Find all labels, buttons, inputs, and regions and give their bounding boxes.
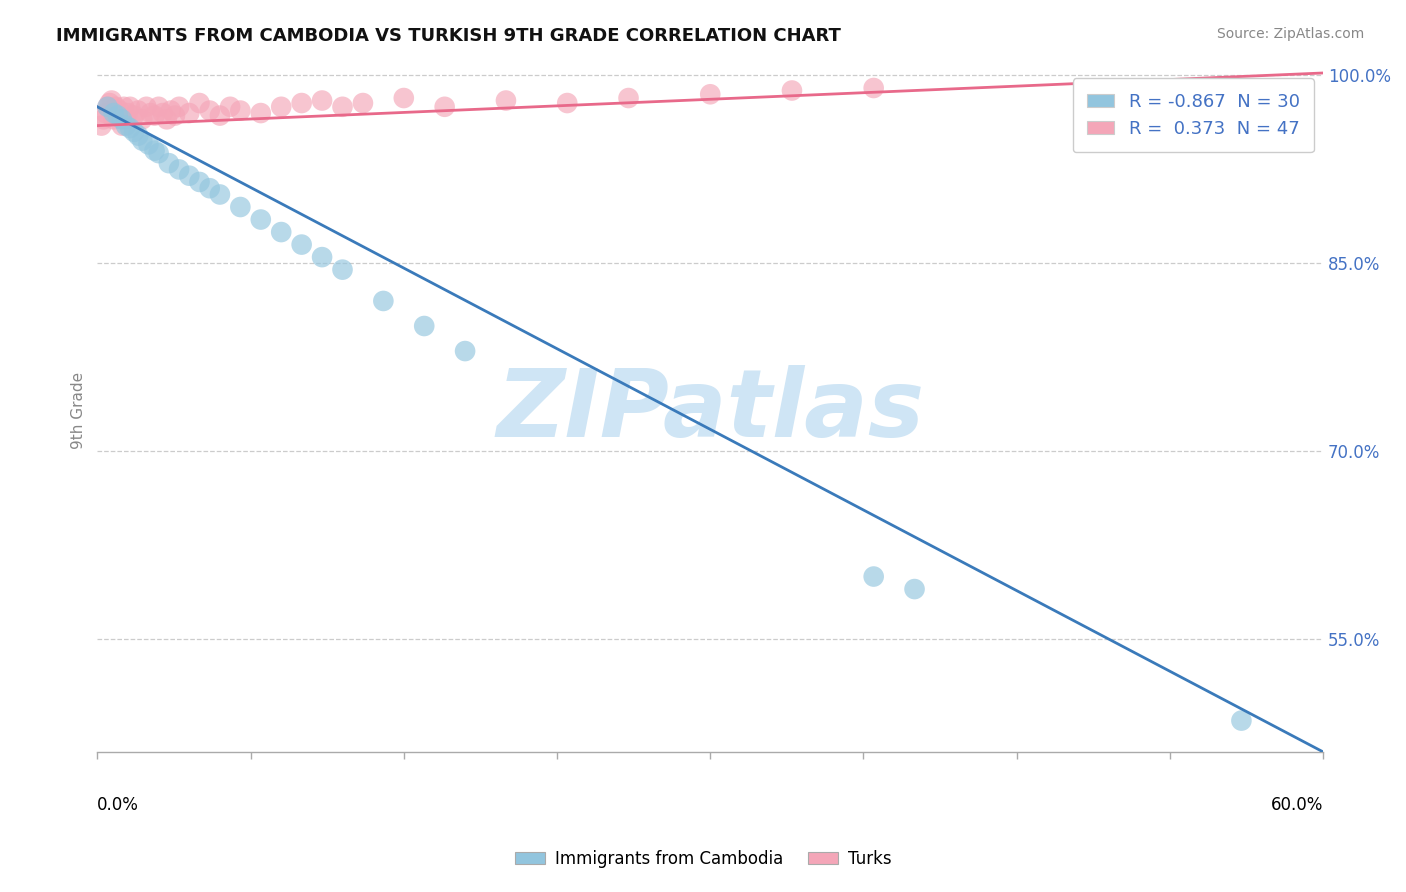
Point	[219, 100, 242, 114]
Text: IMMIGRANTS FROM CAMBODIA VS TURKISH 9TH GRADE CORRELATION CHART: IMMIGRANTS FROM CAMBODIA VS TURKISH 9TH …	[56, 27, 841, 45]
Legend: R = -0.867  N = 30, R =  0.373  N = 47: R = -0.867 N = 30, R = 0.373 N = 47	[1073, 78, 1315, 153]
Text: 60.0%: 60.0%	[1271, 797, 1323, 814]
Point	[179, 169, 201, 183]
Point	[143, 109, 166, 123]
Point	[555, 96, 578, 111]
Point	[112, 100, 135, 114]
Point	[93, 112, 115, 127]
Point	[111, 119, 134, 133]
Point	[118, 100, 141, 114]
Point	[270, 100, 292, 114]
Y-axis label: 9th Grade: 9th Grade	[72, 372, 86, 450]
Text: Source: ZipAtlas.com: Source: ZipAtlas.com	[1216, 27, 1364, 41]
Point	[392, 91, 415, 105]
Point	[373, 293, 395, 308]
Point	[148, 100, 170, 114]
Point	[1230, 714, 1253, 728]
Point	[160, 103, 183, 118]
Point	[97, 100, 120, 114]
Point	[617, 91, 640, 105]
Point	[699, 87, 721, 102]
Point	[107, 109, 129, 123]
Point	[98, 96, 121, 111]
Point	[862, 569, 884, 583]
Point	[103, 106, 125, 120]
Point	[127, 128, 149, 143]
Point	[103, 112, 125, 127]
Point	[167, 162, 190, 177]
Point	[90, 119, 112, 133]
Point	[454, 344, 477, 359]
Point	[117, 106, 139, 120]
Point	[179, 106, 201, 120]
Point	[108, 103, 131, 118]
Point	[163, 109, 186, 123]
Point	[291, 96, 314, 111]
Point	[311, 250, 333, 264]
Point	[413, 318, 436, 333]
Point	[157, 156, 180, 170]
Point	[127, 103, 149, 118]
Point	[270, 225, 292, 239]
Point	[94, 106, 117, 120]
Point	[208, 109, 231, 123]
Point	[138, 137, 160, 152]
Point	[780, 83, 803, 97]
Point	[198, 103, 221, 118]
Point	[249, 106, 271, 120]
Point	[862, 81, 884, 95]
Point	[104, 100, 127, 114]
Point	[135, 100, 157, 114]
Point	[148, 146, 170, 161]
Point	[167, 100, 190, 114]
Point	[352, 96, 374, 111]
Point	[156, 112, 179, 127]
Point	[118, 121, 141, 136]
Point	[107, 109, 129, 123]
Legend: Immigrants from Cambodia, Turks: Immigrants from Cambodia, Turks	[508, 844, 898, 875]
Point	[433, 100, 456, 114]
Point	[332, 262, 354, 277]
Point	[229, 103, 252, 118]
Point	[332, 100, 354, 114]
Point	[115, 119, 138, 133]
Point	[903, 582, 925, 596]
Point	[143, 144, 166, 158]
Point	[311, 94, 333, 108]
Point	[152, 106, 174, 120]
Text: 0.0%: 0.0%	[97, 797, 139, 814]
Point	[188, 96, 211, 111]
Text: ZIPatlas: ZIPatlas	[496, 365, 924, 457]
Point	[100, 94, 122, 108]
Point	[115, 112, 138, 127]
Point	[198, 181, 221, 195]
Point	[97, 100, 120, 114]
Point	[495, 94, 517, 108]
Point	[131, 112, 153, 127]
Point	[188, 175, 211, 189]
Point	[111, 112, 134, 127]
Point	[229, 200, 252, 214]
Point	[249, 212, 271, 227]
Point	[122, 125, 145, 139]
Point	[291, 237, 314, 252]
Point	[122, 109, 145, 123]
Point	[208, 187, 231, 202]
Point	[139, 106, 162, 120]
Point	[131, 134, 153, 148]
